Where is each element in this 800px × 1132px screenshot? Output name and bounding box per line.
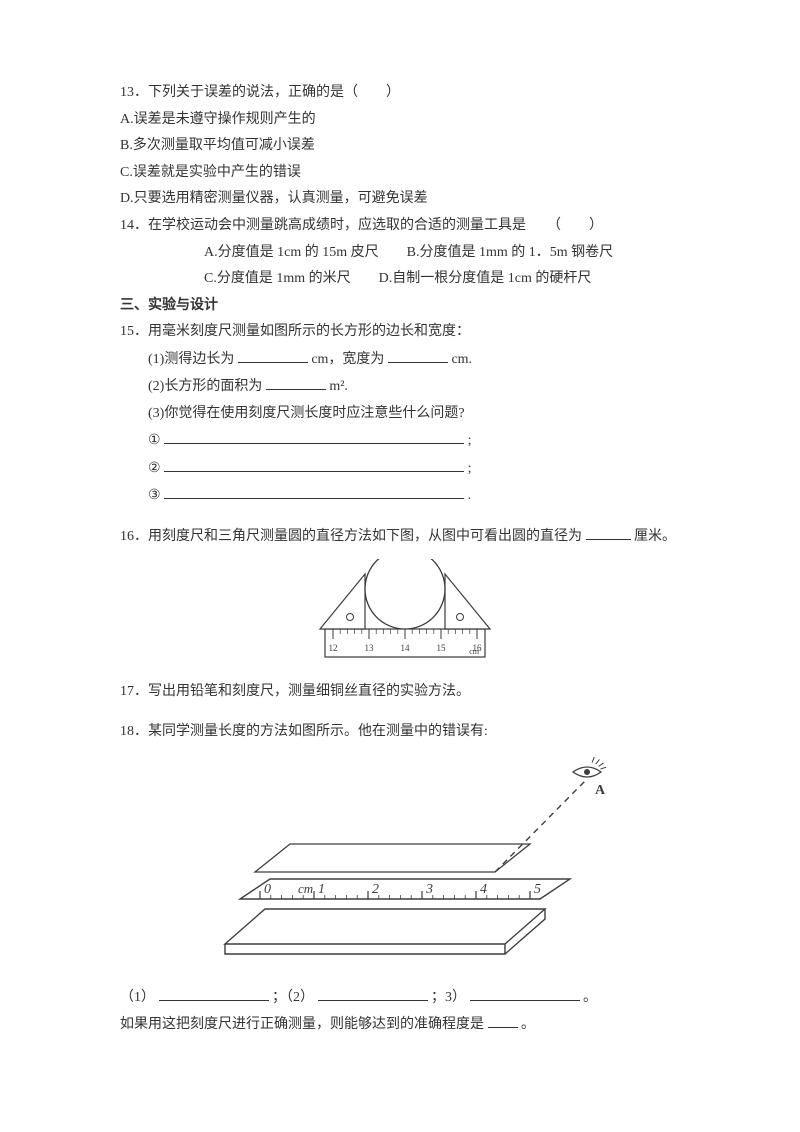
q15-stem: 15．用毫米刻度尺测量如图所示的长方形的边长和宽度： (120, 319, 690, 346)
q18-stem: 18．某同学测量长度的方法如图所示。他在测量中的错误有: (120, 719, 690, 746)
svg-text:2: 2 (372, 882, 379, 897)
q16-a: 16．用刻度尺和三角尺测量圆的直径方法如下图，从图中可看出圆的直径为 (120, 529, 582, 544)
q15-l3: ③ (148, 488, 161, 503)
q13-optD: D.只要选用精密测量仪器，认真测量，可避免误差 (120, 186, 690, 213)
q13-stem: 13．下列关于误差的说法，正确的是（ ） (120, 80, 690, 107)
q14-stem: 14．在学校运动会中测量跳高成绩时，应选取的合适的测量工具是 （ ） (120, 213, 690, 240)
q15-part3: (3)你觉得在使用刻度尺测长度时应注意些什么问题? (120, 401, 690, 428)
blank[interactable] (164, 427, 464, 444)
q14-rowAB: A.分度值是 1cm 的 15m 皮尺 B.分度值是 1mm 的 1．5m 钢卷… (120, 240, 690, 267)
q18-row-c: ；3） (431, 990, 466, 1005)
svg-text:1: 1 (318, 882, 325, 897)
blank[interactable] (159, 984, 269, 1001)
q15-p1b: cm，宽度为 (311, 352, 384, 367)
blank[interactable] (318, 984, 428, 1001)
svg-text:14: 14 (401, 643, 411, 653)
svg-text:0: 0 (264, 882, 271, 897)
q18-row-b: ；（2） (272, 990, 314, 1005)
blank[interactable] (586, 523, 631, 540)
q15-p2b: m². (329, 379, 348, 394)
fig16-diagram: 1213141516cm (310, 559, 500, 669)
q18-row-a: （1） (120, 990, 155, 1005)
q13-optB: B.多次测量取平均值可减小误差 (120, 133, 690, 160)
svg-text:4: 4 (480, 882, 487, 897)
q15-p1a: (1)测得边长为 (148, 352, 234, 367)
q15-p2a: (2)长方形的面积为 (148, 379, 262, 394)
q13-optA: A.误差是未遵守操作规则产生的 (120, 107, 690, 134)
q15-part2: (2)长方形的面积为 m². (120, 373, 690, 400)
svg-text:cm: cm (298, 881, 313, 896)
q16-b: 厘米。 (634, 529, 676, 544)
blank[interactable] (164, 455, 464, 472)
q13-optC: C.误差就是实验中产生的错误 (120, 160, 690, 187)
semi: ; (468, 433, 472, 448)
blank[interactable] (266, 373, 326, 390)
q18-l2b: 。 (521, 1017, 535, 1032)
fig18-wrap: 0 1 2 3 4 5 cm A (120, 754, 690, 974)
blank[interactable] (388, 346, 448, 363)
period: . (468, 488, 472, 503)
q17-stem: 17．写出用铅笔和刻度尺，测量细铜丝直径的实验方法。 (120, 679, 690, 706)
svg-text:cm: cm (469, 647, 480, 656)
svg-text:3: 3 (425, 882, 433, 897)
q15-part1: (1)测得边长为 cm，宽度为 cm. (120, 346, 690, 373)
q18-l2a: 如果用这把刻度尺进行正确测量，则能够达到的准确程度是 (120, 1017, 484, 1032)
blank[interactable] (470, 984, 580, 1001)
blank[interactable] (488, 1011, 518, 1028)
fig16-wrap: 1213141516cm (120, 559, 690, 669)
q15-l1: ① (148, 433, 161, 448)
svg-text:15: 15 (437, 643, 447, 653)
q18-row: （1） ；（2） ；3） 。 (120, 984, 690, 1011)
semi: ; (468, 461, 472, 476)
q16-stem: 16．用刻度尺和三角尺测量圆的直径方法如下图，从图中可看出圆的直径为 厘米。 (120, 523, 690, 550)
q14-rowCD: C.分度值是 1mm 的米尺 D.自制一根分度值是 1cm 的硬杆尺 (120, 266, 690, 293)
section3-title: 三、实验与设计 (120, 293, 690, 320)
q15-line1: ① ; (120, 427, 690, 454)
q15-p1c: cm. (451, 352, 472, 367)
q18-line2: 如果用这把刻度尺进行正确测量，则能够达到的准确程度是 。 (120, 1011, 690, 1038)
q15-line3: ③ . (120, 482, 690, 509)
svg-text:13: 13 (365, 643, 375, 653)
q15-l2: ② (148, 461, 161, 476)
fig18-diagram: 0 1 2 3 4 5 cm A (195, 754, 615, 974)
svg-text:12: 12 (329, 643, 338, 653)
svg-text:5: 5 (534, 882, 541, 897)
blank[interactable] (238, 346, 308, 363)
svg-text:A: A (595, 783, 606, 798)
blank[interactable] (164, 482, 464, 499)
q18-row-d: 。 (583, 990, 597, 1005)
q15-line2: ② ; (120, 455, 690, 482)
